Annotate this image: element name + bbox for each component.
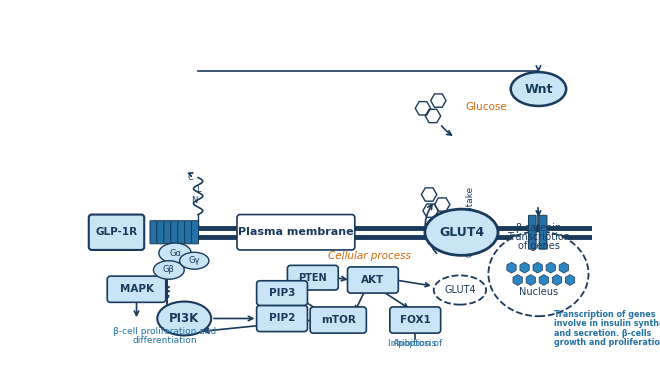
FancyBboxPatch shape — [191, 221, 199, 244]
Text: GLUT4: GLUT4 — [444, 285, 476, 295]
FancyBboxPatch shape — [150, 221, 157, 244]
Text: FOX1: FOX1 — [400, 315, 430, 325]
FancyBboxPatch shape — [237, 215, 355, 250]
FancyBboxPatch shape — [288, 265, 338, 290]
FancyBboxPatch shape — [164, 221, 171, 244]
FancyBboxPatch shape — [310, 307, 366, 333]
Text: L: L — [196, 185, 201, 194]
Ellipse shape — [157, 301, 211, 335]
Bar — [150, 228, 593, 237]
Ellipse shape — [153, 261, 184, 279]
Text: Gα: Gα — [169, 249, 181, 258]
FancyBboxPatch shape — [347, 267, 399, 293]
Text: PI3K: PI3K — [169, 312, 199, 325]
FancyBboxPatch shape — [257, 281, 308, 305]
Text: Gγ: Gγ — [189, 256, 200, 265]
FancyBboxPatch shape — [257, 305, 308, 331]
FancyBboxPatch shape — [178, 221, 185, 244]
FancyBboxPatch shape — [171, 221, 178, 244]
Text: GLUT4: GLUT4 — [439, 226, 484, 239]
Text: Transcription of genes: Transcription of genes — [554, 310, 655, 319]
Text: β-cell proliferation and: β-cell proliferation and — [114, 327, 216, 336]
FancyBboxPatch shape — [185, 221, 191, 244]
Text: Transcription: Transcription — [507, 232, 570, 242]
Ellipse shape — [488, 231, 589, 316]
Text: involve in insulin synthesis: involve in insulin synthesis — [554, 319, 660, 328]
FancyBboxPatch shape — [390, 307, 441, 333]
Text: PTEN: PTEN — [298, 273, 327, 283]
Ellipse shape — [434, 275, 486, 305]
Ellipse shape — [180, 252, 209, 269]
Text: of genes: of genes — [517, 241, 560, 251]
Text: Gβ: Gβ — [163, 265, 175, 275]
Text: Plasma membrane: Plasma membrane — [238, 227, 354, 237]
FancyBboxPatch shape — [88, 215, 144, 250]
FancyBboxPatch shape — [529, 215, 536, 249]
Text: Nucleus: Nucleus — [519, 287, 558, 296]
Text: Glucose uptake: Glucose uptake — [466, 187, 475, 257]
Text: AKT: AKT — [361, 275, 385, 285]
FancyBboxPatch shape — [539, 215, 547, 249]
Text: N: N — [191, 196, 197, 205]
Text: differentiation: differentiation — [133, 336, 197, 345]
Text: Cellular process: Cellular process — [327, 251, 411, 261]
Text: Inhibition of: Inhibition of — [388, 339, 442, 348]
Text: Glucose: Glucose — [465, 102, 507, 112]
Ellipse shape — [511, 72, 566, 106]
Text: mTOR: mTOR — [321, 315, 356, 325]
Text: and secretion. β-cells: and secretion. β-cells — [554, 329, 651, 338]
Text: β-catenin: β-catenin — [515, 223, 562, 233]
Text: GLP-1R: GLP-1R — [96, 227, 137, 237]
FancyBboxPatch shape — [107, 276, 166, 302]
Text: growth and proliferation.: growth and proliferation. — [554, 338, 660, 347]
Ellipse shape — [159, 243, 191, 263]
Text: PIP2: PIP2 — [269, 314, 295, 324]
Text: Apoptosis: Apoptosis — [393, 339, 438, 348]
Text: C: C — [187, 173, 193, 182]
Text: PIP3: PIP3 — [269, 288, 295, 298]
Text: MAPK: MAPK — [119, 284, 154, 294]
Text: Wnt: Wnt — [524, 82, 552, 96]
FancyBboxPatch shape — [157, 221, 164, 244]
Ellipse shape — [425, 209, 498, 255]
